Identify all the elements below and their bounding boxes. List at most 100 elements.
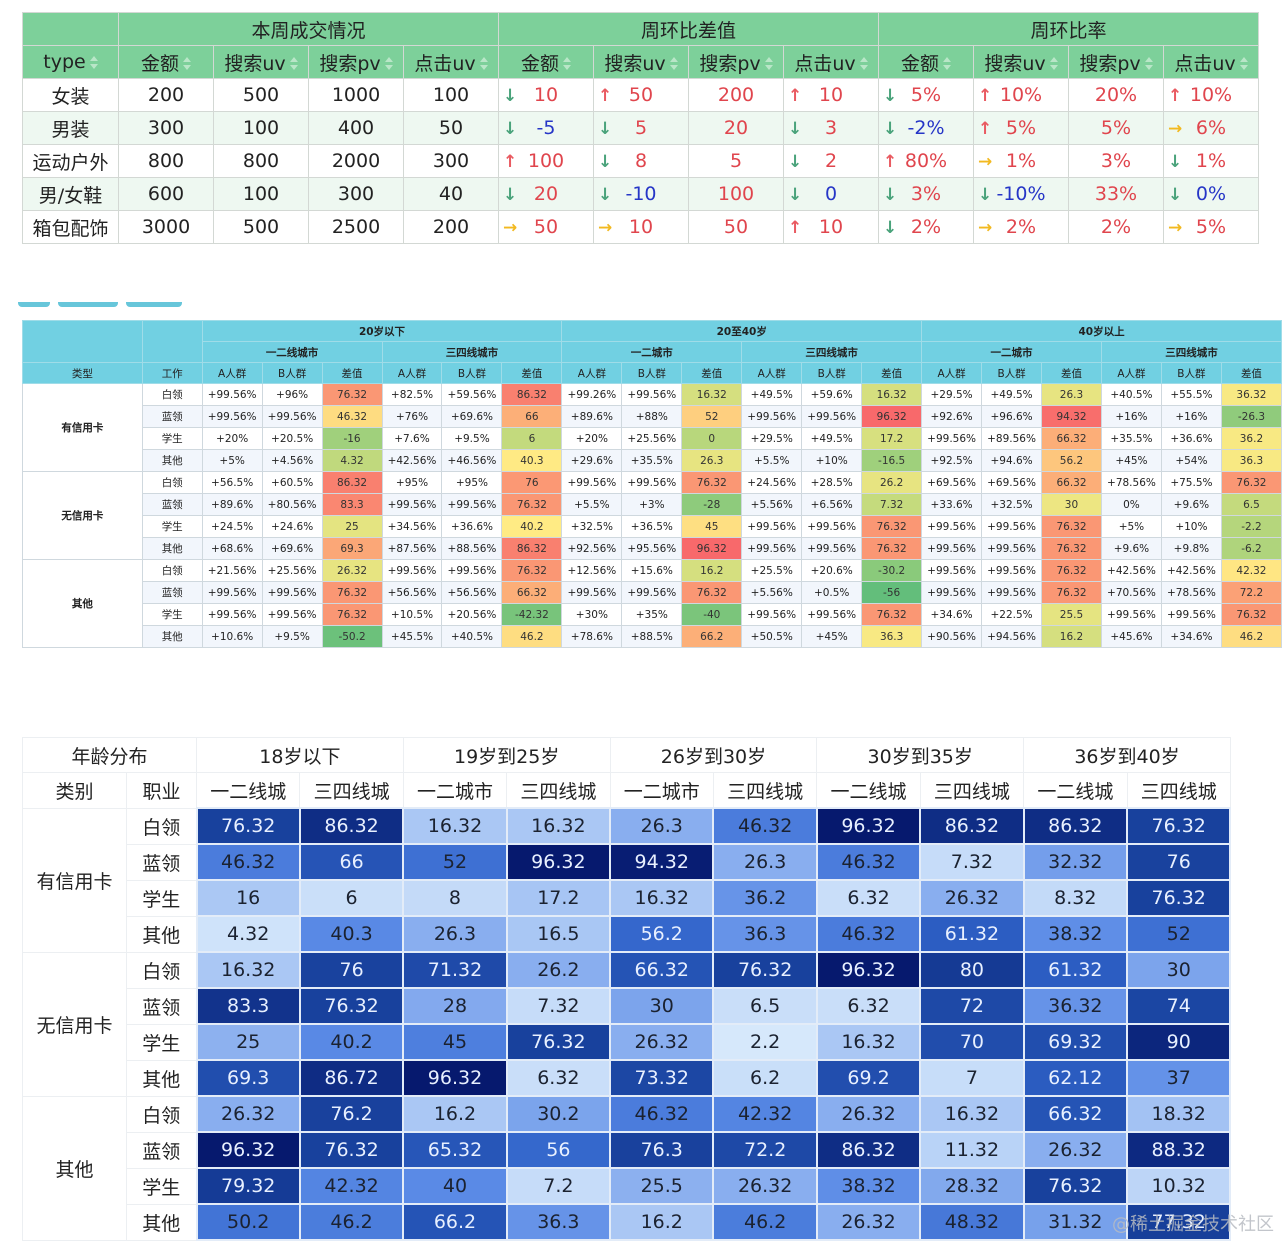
corner-header	[22, 12, 119, 46]
diff-value: 10	[628, 216, 654, 238]
heatmap-cell: 18.32	[1126, 1095, 1232, 1133]
column-header[interactable]: 搜索uv	[213, 45, 309, 79]
diff-cell: 16.32	[681, 383, 743, 406]
column-header[interactable]: 搜索uv	[593, 45, 689, 79]
sort-icon[interactable]	[859, 57, 868, 71]
column-header[interactable]: 搜索pv	[308, 45, 404, 79]
job-cell: 白领	[141, 383, 203, 406]
heatmap-cell: 36.3	[505, 1203, 612, 1241]
rate-cell: ↑ 10%	[1163, 78, 1259, 112]
rate-cell: ↑ 80%	[878, 144, 974, 178]
column-header[interactable]: 点击uv	[1163, 45, 1259, 79]
sort-icon[interactable]	[89, 55, 98, 70]
job-cell: 白领	[141, 559, 203, 582]
sort-icon[interactable]	[1049, 57, 1058, 71]
rate-cell: → 2%	[973, 210, 1069, 244]
percent-cell: +10%	[1160, 515, 1222, 538]
table-row: 蓝领 46.32 66 52 96.32 94.32 26.3 46.32 7.32 32.32 7…	[23, 843, 1232, 881]
sort-icon[interactable]	[563, 57, 571, 71]
sub-column-header: A人群	[1100, 362, 1162, 384]
tab-2[interactable]	[58, 302, 118, 307]
value-cell: 40	[403, 177, 499, 211]
percent-cell: +90.56%	[921, 625, 983, 648]
tab-3[interactable]	[126, 302, 182, 307]
percent-cell: +96%	[261, 383, 323, 406]
percent-cell: +88.56%	[441, 537, 503, 560]
column-header[interactable]: 点击uv	[403, 45, 499, 79]
percent-cell: +5.5%	[741, 449, 803, 472]
table-row: 男/女鞋 600 100 300 40 ↓ 20 ↓ -10 100 ↓ 0 ↓ 3% ↓ -10% 33% ↓ 0…	[22, 177, 1259, 211]
diff-cell: 76.32	[1041, 515, 1102, 538]
heatmap-cell: 73.32	[609, 1059, 715, 1097]
percent-cell: +59.56%	[441, 383, 503, 406]
sub-column-header: B人群	[621, 362, 683, 384]
percent-cell: +99.56%	[381, 559, 443, 582]
table-row: 其他 白领 +21.56% +25.56% 26.32 +99.56% +99.56% 76.…	[22, 559, 1282, 648]
percent-cell: +45.6%	[1100, 625, 1162, 648]
percent-cell: +99.56%	[921, 581, 983, 604]
table-row: 运动户外 800 800 2000 300 ↑ 100 ↓ 8 5 ↓ 2 ↑ 80% → 1% 3% ↓ 1%	[22, 144, 1259, 178]
diff-value: 5	[729, 150, 743, 172]
rate-cell: ↑ 10%	[973, 78, 1069, 112]
percent-cell: +10.6%	[201, 625, 263, 648]
sort-icon[interactable]	[1239, 57, 1248, 71]
table-row: 蓝领 +99.56% +99.56% 76.32 +56.56% +56.56% 66.32…	[23, 581, 1282, 604]
column-header[interactable]: 搜索uv	[973, 45, 1069, 79]
sort-icon[interactable]	[669, 57, 678, 71]
heatmap-cell: 8	[402, 879, 508, 917]
percent-cell: +99.56%	[921, 537, 983, 560]
tab-1[interactable]	[18, 302, 50, 307]
type-group-cell: 其他	[22, 559, 143, 648]
percent-cell: +99.56%	[741, 515, 803, 538]
type-cell: 男/女鞋	[22, 177, 119, 211]
rate-cell: 33%	[1068, 177, 1164, 211]
city-group-header: 一二城市	[561, 341, 743, 363]
job-cell: 白领	[126, 1095, 197, 1133]
column-header[interactable]: 金额	[118, 45, 214, 79]
heatmap-cell: 36.32	[1022, 987, 1129, 1025]
heatmap-cell: 28.32	[919, 1167, 1025, 1205]
sort-icon[interactable]	[479, 57, 488, 71]
column-header[interactable]: 金额	[498, 45, 594, 79]
sort-icon[interactable]	[384, 57, 393, 71]
diff-cell: ↑ 10	[783, 78, 879, 112]
heatmap-cell: 76	[1126, 843, 1232, 881]
percent-cell: +5.56%	[741, 581, 803, 604]
percent-cell: +49.5%	[981, 383, 1043, 406]
column-header[interactable]: 金额	[878, 45, 974, 79]
percent-cell: +24.56%	[741, 471, 803, 494]
sort-icon[interactable]	[1144, 57, 1153, 71]
percent-cell: +21.56%	[201, 559, 263, 582]
category-group-cell: 其他	[22, 1095, 127, 1241]
sub-column-header: B人群	[261, 362, 323, 384]
arrow-down-icon: ↓	[1168, 152, 1183, 172]
heatmap-cell: 76.32	[1022, 1167, 1129, 1205]
percent-cell: +46.56%	[441, 449, 503, 472]
heatmap-cell: 96.32	[195, 1131, 301, 1169]
empty-header	[141, 320, 203, 363]
diff-value: -5	[536, 117, 556, 139]
column-header[interactable]: type	[22, 45, 119, 79]
column-header-label: 金额	[140, 52, 179, 75]
diff-cell: 16.2	[681, 559, 743, 582]
sort-icon[interactable]	[289, 57, 298, 71]
heatmap-cell: 79.32	[195, 1167, 301, 1205]
age-group-header: 40岁以上	[921, 320, 1282, 342]
sort-icon[interactable]	[183, 57, 191, 71]
heatmap-cell: 86.32	[1022, 807, 1129, 845]
rate-value: 10%	[1189, 84, 1233, 106]
percent-cell: +99.56%	[981, 515, 1043, 538]
diff-value: -10	[625, 183, 657, 205]
table-row: 学生 16 6 8 17.2 16.32 36.2 6.32 26.32 8.32 76.32	[23, 879, 1232, 917]
column-header[interactable]: 搜索pv	[688, 45, 784, 79]
diff-value: 10	[533, 84, 559, 106]
sort-icon[interactable]	[943, 57, 951, 71]
heatmap-cell: 69.32	[1022, 1023, 1129, 1061]
percent-cell: +3%	[621, 493, 683, 516]
diff-cell: -30.2	[861, 559, 923, 582]
rate-value: 33%	[1094, 183, 1138, 205]
column-header[interactable]: 点击uv	[783, 45, 879, 79]
percent-cell: +99.56%	[801, 603, 863, 626]
sort-icon[interactable]	[764, 57, 773, 71]
column-header[interactable]: 搜索pv	[1068, 45, 1164, 79]
